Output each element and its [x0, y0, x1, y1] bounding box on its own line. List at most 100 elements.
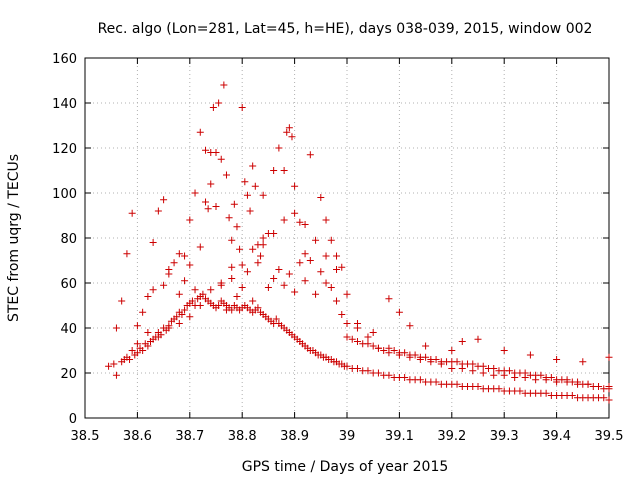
data-point [112, 371, 120, 379]
data-point [422, 353, 430, 361]
data-point [207, 180, 215, 188]
data-point [343, 320, 351, 327]
data-point [243, 268, 251, 276]
data-point [395, 351, 403, 359]
data-point [521, 374, 529, 381]
y-tick-label: 140 [52, 97, 77, 112]
data-point [251, 182, 259, 190]
data-point [479, 362, 487, 370]
data-point [327, 284, 335, 291]
data-point [123, 250, 131, 258]
data-point [453, 380, 461, 388]
data-point [584, 380, 592, 388]
data-point [369, 329, 377, 336]
x-tick-label: 38.7 [175, 429, 204, 444]
data-point [191, 189, 199, 197]
data-point [275, 144, 283, 152]
data-point [259, 241, 267, 249]
data-point [301, 221, 309, 228]
data-point [542, 389, 550, 397]
data-point [270, 167, 278, 174]
data-point [301, 250, 309, 258]
data-point [291, 182, 299, 190]
data-point [222, 306, 230, 314]
data-point [160, 196, 168, 204]
data-point [432, 378, 440, 386]
y-axis: 0 20 40 60 80 100 120 140 160 [52, 52, 609, 427]
data-point [222, 171, 230, 179]
data-point [338, 263, 346, 271]
data-point [233, 223, 241, 231]
data-point [343, 362, 351, 370]
data-point [364, 333, 372, 341]
data-point [259, 234, 267, 242]
data-point [199, 290, 207, 298]
data-point [238, 284, 246, 291]
data-point [144, 329, 152, 336]
data-point [595, 383, 603, 390]
data-point [186, 261, 194, 269]
data-point [563, 378, 571, 386]
data-point [246, 207, 254, 215]
data-point [395, 308, 403, 316]
data-point [249, 297, 257, 305]
data-point [126, 356, 134, 363]
data-point [605, 396, 613, 404]
y-tick-label: 0 [69, 412, 77, 427]
data-point [188, 297, 196, 305]
data-point [220, 81, 228, 89]
data-point [401, 349, 409, 357]
x-tick-label: 38.6 [123, 429, 152, 444]
data-point [272, 315, 280, 323]
data-point [249, 162, 257, 170]
data-point [353, 338, 361, 345]
data-point [212, 203, 220, 210]
data-point [154, 207, 162, 215]
data-point [110, 360, 118, 368]
data-point [374, 369, 382, 377]
data-point [105, 362, 113, 370]
data-point [380, 347, 388, 354]
data-point [291, 288, 299, 296]
data-point [411, 351, 419, 359]
data-point [327, 236, 335, 244]
data-point [280, 216, 288, 224]
data-point [270, 230, 278, 237]
data-point [288, 133, 296, 141]
data-point [285, 270, 293, 278]
data-point [236, 245, 244, 253]
data-point [385, 295, 393, 303]
data-point [479, 369, 487, 377]
y-tick-label: 20 [60, 367, 77, 382]
data-point [511, 374, 519, 381]
x-tick-label: 39.1 [385, 429, 414, 444]
data-point [154, 333, 162, 341]
data-point [453, 358, 461, 366]
data-point [196, 243, 204, 251]
data-point [238, 104, 246, 111]
y-axis-label: STEC from uqrg / TECUs [6, 154, 22, 322]
data-point [118, 297, 126, 305]
data-point [241, 178, 249, 186]
data-point [474, 335, 482, 343]
data-point [207, 286, 215, 294]
data-point [259, 191, 267, 199]
data-point [144, 293, 152, 300]
data-point [322, 252, 330, 260]
data-point [215, 302, 223, 309]
data-point [230, 200, 238, 208]
data-point [133, 340, 141, 348]
data-point [458, 338, 466, 345]
data-point [490, 371, 498, 379]
data-point [605, 353, 613, 361]
data-point [401, 374, 409, 381]
x-tick-label: 38.9 [280, 429, 309, 444]
data-point [233, 293, 241, 300]
data-point [178, 311, 186, 318]
data-point [605, 383, 613, 390]
data-point [238, 261, 246, 269]
data-point [437, 360, 445, 368]
y-tick-label: 160 [52, 52, 77, 67]
data-point [312, 236, 320, 244]
data-point [364, 340, 372, 348]
